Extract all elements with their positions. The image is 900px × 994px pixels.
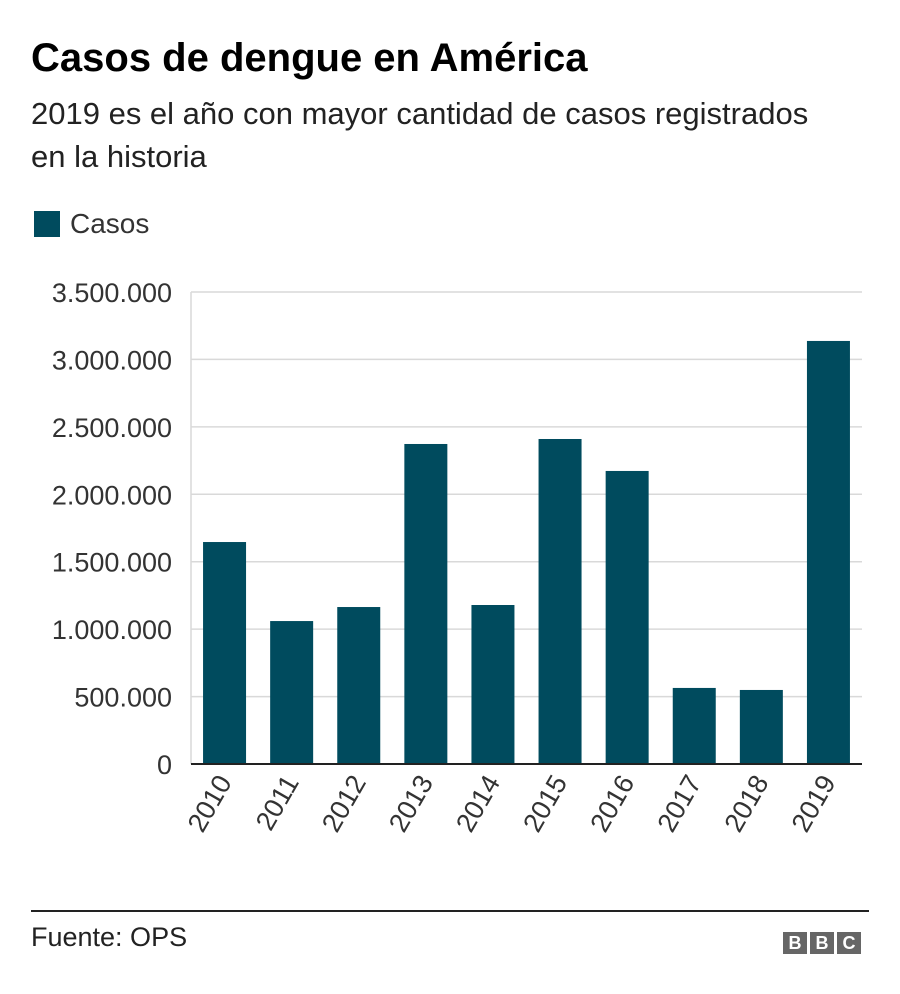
x-tick-label: 2013: [383, 770, 439, 837]
x-tick-label: 2014: [450, 770, 506, 837]
bar-2013: [404, 443, 448, 764]
bar-2011: [270, 621, 314, 764]
source-note: Fuente: OPS: [31, 922, 188, 952]
x-tick-label: 2017: [651, 770, 707, 837]
y-tick-label: 1.000.000: [52, 615, 172, 645]
x-tick-label: 2012: [316, 770, 372, 837]
chart-title: Casos de dengue en América: [31, 36, 588, 80]
bar-chart: 0 500.000 1.000.000 1.500.000 2.000.000 2.500…: [52, 278, 862, 837]
bar-2010: [203, 542, 247, 764]
y-tick-label: 1.500.000: [52, 548, 172, 578]
legend: Casos: [34, 208, 149, 240]
chart-subtitle: 2019 es el año con mayor cantidad de cas…: [31, 96, 809, 174]
bar-2015: [538, 438, 582, 764]
x-tick-label: 2019: [786, 770, 842, 837]
x-tick-label: 2016: [584, 770, 640, 837]
y-tick-label: 2.500.000: [52, 413, 172, 443]
y-tick-label: 2.000.000: [52, 480, 172, 510]
bar-2019: [806, 340, 850, 764]
bar-2017: [672, 687, 716, 764]
footer-divider: [31, 910, 869, 912]
x-tick-label: 2010: [182, 770, 238, 837]
bar-2018: [739, 689, 783, 764]
x-tick-label: 2015: [517, 770, 573, 837]
x-tick-label: 2018: [719, 770, 775, 837]
y-tick-label: 3.000.000: [52, 345, 172, 375]
y-tick-label: 0: [157, 750, 172, 780]
y-tick-label: 500.000: [74, 683, 172, 713]
bar-2016: [605, 470, 649, 764]
y-tick-label: 3.500.000: [52, 278, 172, 308]
bar-2012: [337, 607, 381, 764]
x-tick-label: 2011: [250, 770, 305, 835]
bar-2014: [471, 605, 515, 764]
legend-label: Casos: [70, 208, 150, 239]
legend-swatch: [34, 211, 60, 237]
